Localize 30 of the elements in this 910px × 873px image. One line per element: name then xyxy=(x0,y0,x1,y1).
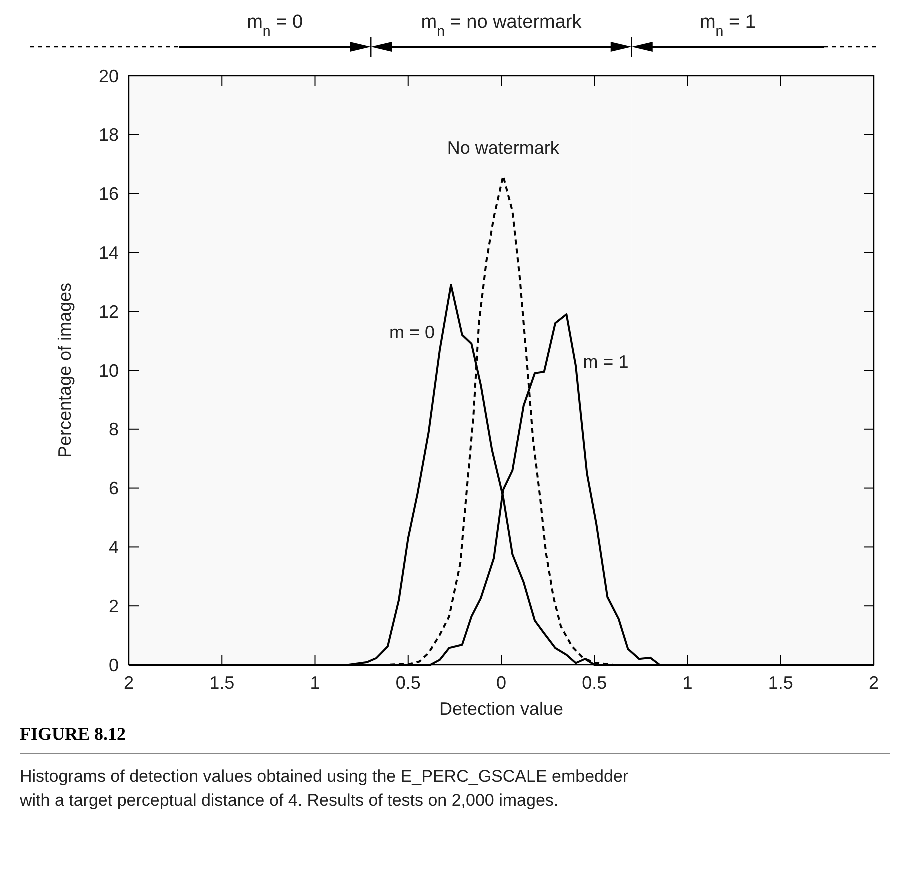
x-axis-title: Detection value xyxy=(439,699,564,719)
x-tick-label: 0.5 xyxy=(582,673,608,693)
series-label: No watermark xyxy=(447,138,560,158)
band-label: m$_{n}$ = 1 xyxy=(700,12,756,40)
x-tick-label: 0.5 xyxy=(396,673,421,693)
text: FIGURE 8.12 xyxy=(20,724,126,744)
y-tick-label: 6 xyxy=(108,478,119,499)
series-label: m = 1 xyxy=(583,352,629,372)
x-tick-label: 0 xyxy=(496,673,507,693)
x-tick-label: 1 xyxy=(682,673,693,693)
text: Histograms of detection values obtained using the E_PERC_GSCALE embedder with a target perceptual distance of 4. Results of tests on 2,000 images. xyxy=(19,767,629,810)
y-tick-label: 12 xyxy=(98,302,119,322)
band-label: m$_{n}$ = 0 xyxy=(247,12,304,40)
y-tick-label: 16 xyxy=(98,184,119,204)
y-tick-label: 18 xyxy=(98,125,119,146)
series-label: m = 0 xyxy=(390,322,436,343)
y-tick-label: 20 xyxy=(98,66,119,86)
x-tick-label: 2 xyxy=(124,673,134,693)
y-axis-title: Percentage of images xyxy=(55,282,75,458)
x-tick-label: 1 xyxy=(310,673,320,693)
y-tick-label: 0 xyxy=(108,655,119,676)
y-tick-label: 2 xyxy=(108,596,119,616)
y-tick-label: 14 xyxy=(98,243,119,263)
y-tick-label: 4 xyxy=(108,538,119,558)
y-tick-label: 10 xyxy=(98,360,119,381)
x-tick-label: 2 xyxy=(868,673,880,693)
x-tick-label: 1.5 xyxy=(768,673,794,693)
y-tick-label: 8 xyxy=(108,420,119,440)
band-label: m$_{n}$ = no watermark xyxy=(421,12,582,40)
x-tick-label: 1.5 xyxy=(210,673,235,693)
